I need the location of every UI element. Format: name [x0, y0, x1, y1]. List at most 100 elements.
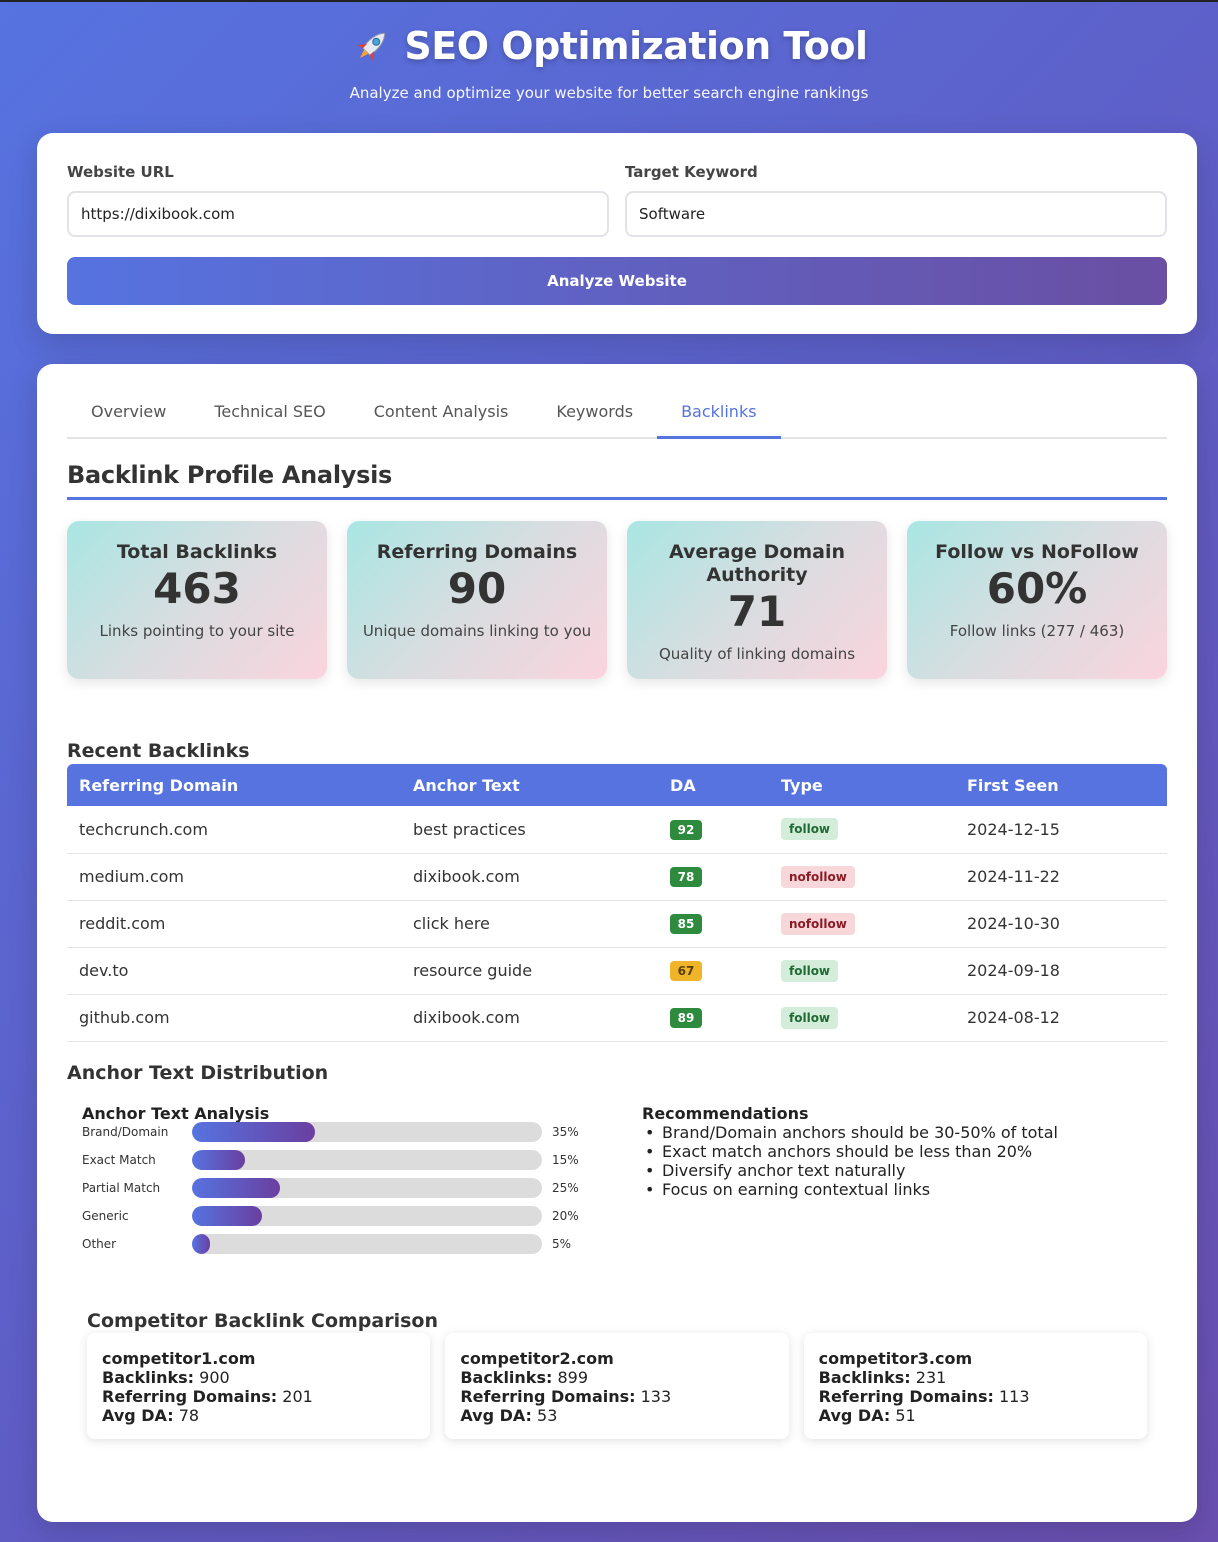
- metric-value: 463: [153, 564, 241, 613]
- da-label: Avg DA:: [460, 1405, 532, 1425]
- metric-value: 90: [447, 564, 507, 613]
- competitor-domains: 201: [282, 1386, 313, 1406]
- type-badge: follow: [781, 959, 839, 982]
- competitor-backlinks: 900: [199, 1367, 230, 1387]
- anchor-bar-row: Exact Match 15%: [82, 1146, 592, 1174]
- da-badge: 67: [670, 961, 702, 981]
- tab-overview[interactable]: Overview: [91, 401, 167, 421]
- table-row: dev.to resource guide 67 follow 2024-09-…: [67, 947, 1167, 995]
- analyze-button[interactable]: Analyze Website: [67, 257, 1167, 305]
- cell-domain: medium.com: [67, 853, 401, 901]
- anchor-bar-row: Partial Match 25%: [82, 1174, 592, 1202]
- cell-anchor: best practices: [401, 806, 658, 854]
- rocket-icon: [350, 26, 394, 66]
- type-badge: nofollow: [781, 912, 855, 935]
- bar-track: [192, 1149, 542, 1170]
- metric-desc: Links pointing to your site: [99, 622, 295, 640]
- backlinks-label: Backlinks:: [818, 1367, 911, 1387]
- da-label: Avg DA:: [818, 1405, 891, 1425]
- bar-track: [192, 1121, 542, 1142]
- tab-bar: Overview Technical SEO Content Analysis …: [67, 386, 1167, 439]
- anchor-bar-row: Brand/Domain 35%: [82, 1118, 592, 1146]
- metric-label: Total Backlinks: [116, 541, 278, 563]
- table-row: github.com dixibook.com 89 follow 2024-0…: [67, 994, 1167, 1042]
- competitor-backlinks: 231: [915, 1367, 947, 1387]
- bar-fill: [192, 1177, 280, 1198]
- url-input[interactable]: [67, 191, 609, 237]
- competitor-card: competitor1.com Backlinks: 900 Referring…: [87, 1332, 431, 1439]
- cell-domain: techcrunch.com: [67, 806, 401, 854]
- list-item: Diversify anchor text naturally: [642, 1161, 1152, 1180]
- tab-keywords[interactable]: Keywords: [556, 401, 634, 421]
- keyword-input[interactable]: [625, 191, 1167, 237]
- metric-referring-domains: Referring Domains 90 Unique domains link…: [347, 521, 607, 679]
- cell-anchor: dixibook.com: [401, 994, 658, 1042]
- recommendations-panel: Recommendations Brand/Domain anchors sho…: [627, 1090, 1167, 1272]
- tab-content-analysis[interactable]: Content Analysis: [373, 401, 509, 421]
- anchor-bar-row: Generic 20%: [82, 1202, 592, 1230]
- anchor-bar-row: Other 5%: [82, 1230, 592, 1258]
- url-label: Website URL: [67, 163, 174, 181]
- competitor-name: competitor3.com: [818, 1348, 973, 1368]
- recent-backlinks-title: Recent Backlinks: [67, 740, 250, 762]
- da-label: Avg DA:: [102, 1405, 174, 1425]
- table-row: medium.com dixibook.com 78 nofollow 2024…: [67, 853, 1167, 901]
- backlinks-label: Backlinks:: [460, 1367, 553, 1387]
- tab-backlinks[interactable]: Backlinks: [657, 386, 781, 439]
- bar-fill: [192, 1233, 210, 1254]
- metrics-row: Total Backlinks 463 Links pointing to yo…: [67, 521, 1167, 679]
- bar-label: Exact Match: [82, 1152, 156, 1167]
- domains-label: Referring Domains:: [818, 1386, 994, 1406]
- results-panel: Overview Technical SEO Content Analysis …: [37, 364, 1197, 1522]
- cell-domain: github.com: [67, 994, 401, 1042]
- table-row: reddit.com click here 85 nofollow 2024-1…: [67, 900, 1167, 948]
- competitor-name: competitor1.com: [102, 1348, 256, 1368]
- keyword-group: Target Keyword: [625, 163, 1167, 237]
- bar-percent: 15%: [552, 1152, 579, 1167]
- bar-percent: 35%: [552, 1124, 579, 1139]
- metric-average-da: Average Domain Authority 71 Quality of l…: [627, 521, 887, 679]
- competitor-domains: 133: [640, 1386, 672, 1406]
- metric-total-backlinks: Total Backlinks 463 Links pointing to yo…: [67, 521, 327, 679]
- bar-percent: 5%: [552, 1236, 572, 1251]
- bar-label: Generic: [82, 1208, 129, 1223]
- bar-percent: 20%: [552, 1208, 579, 1223]
- metric-label: Referring Domains: [376, 541, 578, 563]
- cell-first-seen: 2024-10-30: [955, 900, 1167, 948]
- col-da: DA: [670, 775, 696, 795]
- cell-first-seen: 2024-12-15: [955, 806, 1167, 854]
- tab-technical-seo[interactable]: Technical SEO: [214, 401, 326, 421]
- backlinks-label: Backlinks:: [102, 1367, 195, 1387]
- table-row: techcrunch.com best practices 92 follow …: [67, 806, 1167, 854]
- backlinks-table: Referring Domain Anchor Text DA Type Fir…: [67, 764, 1167, 1042]
- competitor-name: competitor2.com: [460, 1348, 614, 1368]
- cell-domain: dev.to: [67, 947, 401, 995]
- competitor-cards: competitor1.com Backlinks: 900 Referring…: [87, 1332, 1147, 1439]
- bar-track: [192, 1177, 542, 1198]
- metric-follow-ratio: Follow vs NoFollow 60% Follow links (277…: [907, 521, 1167, 679]
- metric-value: 71: [727, 587, 787, 636]
- col-anchor-text: Anchor Text: [413, 775, 520, 795]
- competitor-da: 53: [537, 1405, 558, 1425]
- metric-label: Average Domain Authority: [668, 541, 846, 586]
- da-badge: 92: [670, 819, 702, 840]
- bar-track: [192, 1233, 542, 1254]
- type-badge: nofollow: [781, 865, 855, 888]
- anchor-distribution-title: Anchor Text Distribution: [67, 1061, 329, 1084]
- page-header: SEO Optimization Tool Analyze and optimi…: [0, 0, 1218, 102]
- anchor-analysis-panel: Anchor Text Analysis Brand/Domain 35% Ex…: [67, 1090, 607, 1272]
- cell-first-seen: 2024-08-12: [955, 994, 1167, 1042]
- competitor-card: competitor3.com Backlinks: 231 Referring…: [803, 1332, 1147, 1439]
- competitor-section: Competitor Backlink Comparison competito…: [67, 1310, 1167, 1439]
- bar-fill: [192, 1121, 315, 1142]
- list-item: Focus on earning contextual links: [642, 1180, 1152, 1199]
- table-header-row: Referring Domain Anchor Text DA Type Fir…: [67, 764, 1167, 806]
- bar-track: [192, 1205, 542, 1226]
- anchor-bars: Brand/Domain 35% Exact Match 15% Partial…: [82, 1118, 592, 1258]
- metric-label: Follow vs NoFollow: [935, 541, 1139, 563]
- metric-desc: Unique domains linking to you: [362, 622, 592, 640]
- recommendations-title: Recommendations: [642, 1103, 809, 1123]
- bar-label: Brand/Domain: [82, 1124, 169, 1139]
- domains-label: Referring Domains:: [102, 1386, 278, 1406]
- col-first-seen: First Seen: [967, 775, 1059, 795]
